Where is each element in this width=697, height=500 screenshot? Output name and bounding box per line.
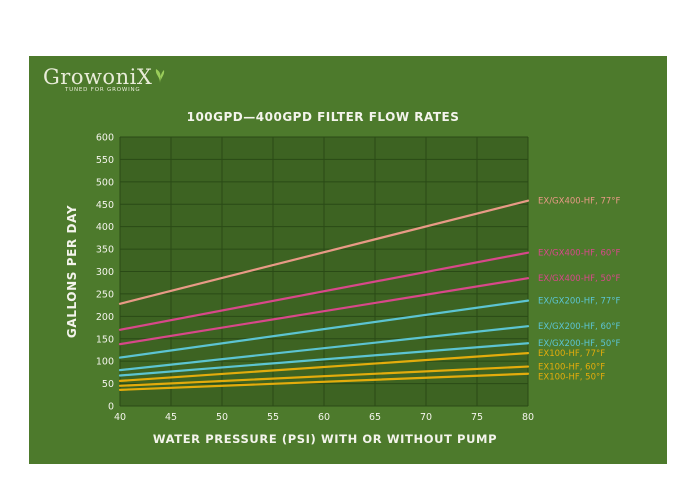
chart-title: 100GPD—400GPD FILTER FLOW RATES xyxy=(187,110,460,124)
series-label: EX100-HF, 77°F xyxy=(538,349,605,359)
series-line xyxy=(118,342,530,377)
logo: GrowoniX TUNED FOR GROWING xyxy=(43,66,166,93)
logo-tagline: TUNED FOR GROWING xyxy=(65,87,141,93)
y-tick-label: 50 xyxy=(102,379,114,390)
series-line xyxy=(118,299,530,359)
y-tick-label: 0 xyxy=(108,402,114,413)
series-line xyxy=(118,325,530,372)
y-tick-label: 150 xyxy=(96,334,114,345)
series xyxy=(118,199,530,391)
y-tick-label: 200 xyxy=(96,312,114,323)
series-label: EX100-HF, 50°F xyxy=(538,373,605,383)
y-tick-label: 600 xyxy=(96,133,114,144)
x-tick-label: 45 xyxy=(165,412,177,423)
series-label: EX/GX400-HF, 77°F xyxy=(538,197,621,207)
axis-ticks: 0 50 100 150 200 250 300 350 400 450 500 550 600 40 45… xyxy=(96,133,534,424)
series-label: EX100-HF, 60°F xyxy=(538,363,605,373)
series-label: EX/GX200-HF, 60°F xyxy=(538,322,621,332)
x-tick-label: 75 xyxy=(471,412,483,423)
y-tick-label: 250 xyxy=(96,289,114,300)
series-labels: EX/GX400-HF, 77°F EX/GX400-HF, 60°F EX/GX4… xyxy=(538,197,621,383)
y-tick-label: 400 xyxy=(96,222,114,233)
series-line xyxy=(118,365,530,387)
x-tick-label: 60 xyxy=(318,412,330,423)
y-tick-label: 100 xyxy=(96,357,114,368)
series-label: EX/GX400-HF, 50°F xyxy=(538,274,621,284)
x-tick-label: 80 xyxy=(522,412,534,423)
y-tick-label: 550 xyxy=(96,155,114,166)
series-label: EX/GX200-HF, 50°F xyxy=(538,339,621,349)
y-tick-label: 300 xyxy=(96,267,114,278)
x-axis-label: WATER PRESSURE (PSI) WITH OR WITHOUT PUM… xyxy=(153,432,497,446)
x-tick-label: 65 xyxy=(369,412,381,423)
y-tick-label: 500 xyxy=(96,177,114,188)
y-tick-label: 350 xyxy=(96,245,114,256)
logo-brand: GrowoniX xyxy=(43,65,153,89)
series-label: EX/GX200-HF, 77°F xyxy=(538,297,621,307)
series-line xyxy=(118,351,530,382)
y-tick-label: 450 xyxy=(96,200,114,211)
y-axis-label: GALLONS PER DAY xyxy=(65,205,79,338)
x-tick-label: 55 xyxy=(267,412,279,423)
x-tick-label: 40 xyxy=(114,412,126,423)
series-line xyxy=(118,251,530,331)
series-label: EX/GX400-HF, 60°F xyxy=(538,249,621,259)
x-tick-label: 50 xyxy=(216,412,228,423)
series-line xyxy=(118,277,530,346)
series-line xyxy=(118,372,530,391)
series-line xyxy=(118,199,530,305)
x-tick-label: 70 xyxy=(420,412,432,423)
leaf-icon xyxy=(154,66,166,88)
